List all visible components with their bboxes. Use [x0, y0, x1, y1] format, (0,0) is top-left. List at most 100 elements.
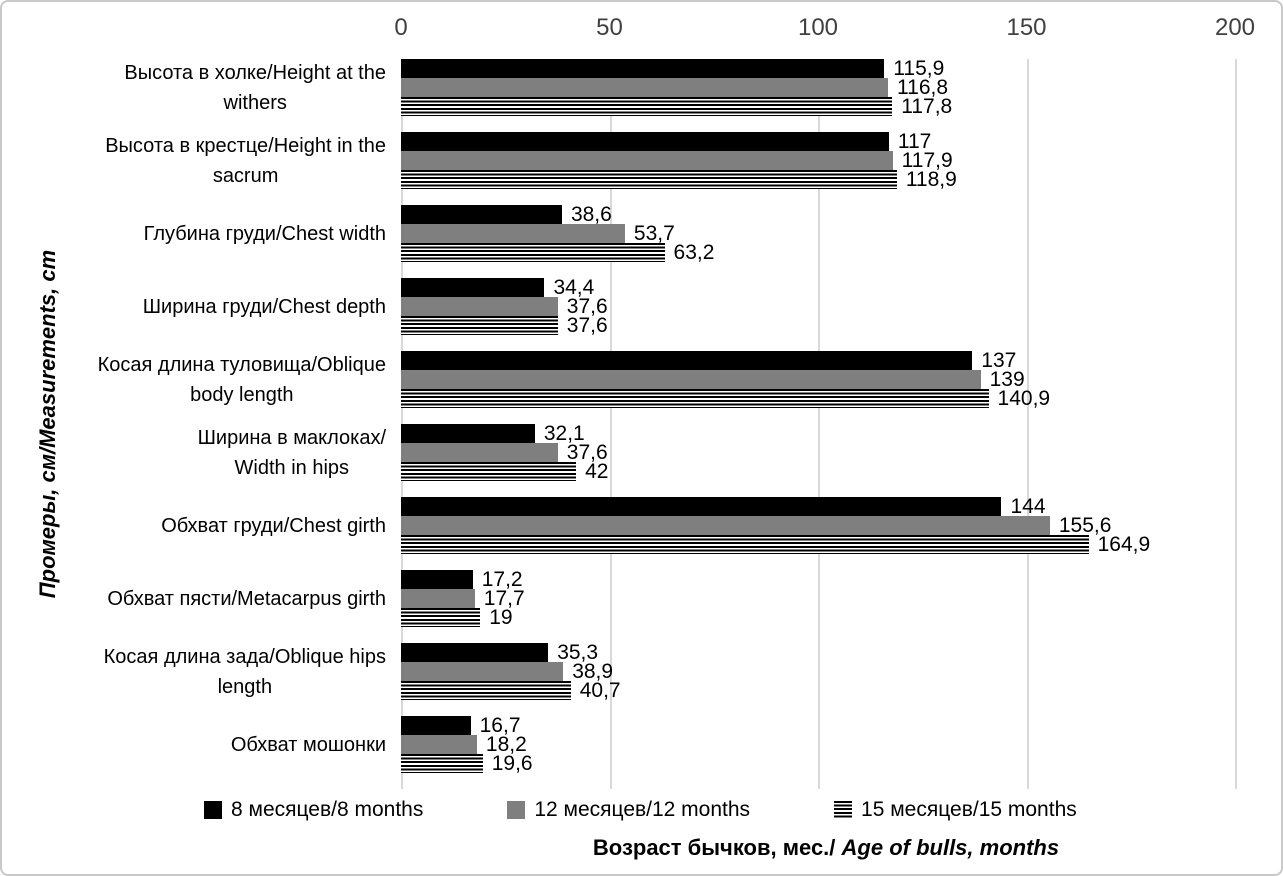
data-label: 117,9 [901, 148, 953, 172]
bar-stripe [401, 608, 481, 627]
bar-gray [401, 516, 1050, 535]
category-label: Высота в холке/Height at the withers [16, 59, 386, 116]
data-label: 144 [1010, 494, 1046, 518]
legend-item: 12 месяцев/12 months [507, 798, 750, 822]
legend-swatch-stripe-icon [834, 801, 853, 819]
category-label-text: Высота в крестце/Height in the sacrum [105, 134, 386, 187]
data-label: 16,7 [479, 713, 521, 737]
data-label: 115,9 [893, 56, 945, 80]
bar-gray [401, 151, 893, 170]
data-label: 17,2 [481, 567, 523, 591]
category-label-text: Ширина груди/Chest depth [142, 295, 386, 318]
data-label: 17,7 [483, 586, 525, 610]
category-label: Высота в крестце/Height in the sacrum [16, 132, 386, 189]
bar-black [401, 497, 1002, 516]
x-tick-label: 200 [1214, 14, 1256, 41]
legend-label: 8 месяцев/8 months [231, 798, 424, 821]
category-label: Ширина в маклоках/ Width in hips [16, 424, 386, 481]
data-label: 37,6 [566, 313, 608, 337]
data-label: 139 [989, 367, 1025, 391]
category-axis-labels: Высота в холке/Height at the withers Высо… [2, 59, 394, 789]
category-label-text: Ширина в маклоках/ Width in hips [197, 426, 386, 479]
bar-stripe [401, 681, 571, 700]
data-label: 63,2 [673, 240, 715, 264]
category-label: Обхват пясти/Metacarpus girth [16, 570, 386, 627]
bar-black [401, 351, 973, 370]
category-label-text: Обхват мошонки [230, 733, 386, 756]
bar-stripe [401, 462, 577, 481]
x-tick-label: 50 [596, 14, 623, 41]
data-label: 34,4 [553, 275, 595, 299]
data-label: 35,3 [557, 640, 599, 664]
bar-black [401, 424, 535, 443]
legend-swatch-black-icon [204, 801, 222, 819]
bar-black [401, 132, 889, 151]
category-label: Обхват груди/Chest girth [16, 497, 386, 554]
bar-gray [401, 224, 625, 243]
legend-label: 12 месяцев/12 months [534, 798, 751, 821]
data-label: 37,6 [566, 440, 608, 464]
x-tick-label: 150 [1006, 14, 1047, 41]
bar-stripe [401, 535, 1089, 554]
bar-gray [401, 297, 558, 316]
data-label: 117,8 [901, 94, 953, 118]
bar-gray [401, 735, 477, 754]
category-label-text: Косая длина зада/Oblique hips length [103, 645, 386, 698]
data-label: 140,9 [997, 386, 1051, 410]
category-label-text: Обхват пясти/Metacarpus girth [107, 587, 386, 610]
data-label: 37,6 [566, 294, 608, 318]
data-label: 42 [585, 459, 609, 483]
bar-stripe [401, 316, 558, 335]
x-tick-label: 0 [394, 14, 408, 41]
x-axis-title-text: Возраст бычков, мес./ [592, 835, 836, 860]
x-tick-label: 100 [797, 14, 839, 41]
category-label: Ширина груди/Chest depth [16, 278, 386, 335]
x-axis-title-italic-text: Age of bulls, months [835, 835, 1060, 860]
bar-black [401, 59, 885, 78]
gridline-150 [1026, 59, 1029, 789]
gridline-100 [818, 59, 820, 789]
bar-black [401, 643, 549, 662]
legend-label: 15 месяцев/15 months [861, 798, 1077, 821]
gridline-50 [609, 59, 612, 789]
bar-stripe [401, 170, 897, 189]
legend-swatch-gray-icon [507, 801, 526, 819]
bar-stripe [401, 389, 989, 408]
data-label: 164,9 [1097, 532, 1151, 556]
bar-black [401, 716, 471, 735]
bar-gray [401, 78, 889, 97]
bar-black [401, 570, 473, 589]
bar-gray [401, 443, 558, 462]
data-label: 32,1 [543, 421, 585, 445]
data-label: 40,7 [579, 678, 621, 702]
category-label: Косая длина зада/Oblique hips length [16, 643, 386, 700]
bar-stripe [401, 243, 665, 262]
bar-gray [401, 370, 981, 389]
data-label: 137 [981, 348, 1017, 372]
data-label: 18,2 [485, 732, 527, 756]
data-label: 118,9 [905, 167, 957, 191]
data-label: 116,8 [897, 75, 949, 99]
data-label: 38,9 [572, 659, 614, 683]
bar-stripe [401, 754, 483, 773]
plot-area: 115,9 116,8 117,8 117 117,9 118,9 38,6 53,7 63,2… [401, 56, 1251, 789]
category-label-text: Обхват груди/Chest girth [161, 514, 386, 537]
category-label-text: Косая длина туловища/Oblique body length [97, 353, 386, 406]
legend: 8 месяцев/8 months 12 месяцев/12 months 15… [204, 792, 1077, 828]
data-label: 19 [489, 605, 513, 629]
bar-black [401, 278, 545, 297]
data-label: 19,6 [491, 751, 533, 775]
category-label: Косая длина туловища/Oblique body length [16, 351, 386, 408]
bar-stripe [401, 97, 893, 116]
legend-item: 15 месяцев/15 months [834, 798, 1077, 822]
legend-item: 8 месяцев/8 months [204, 798, 423, 822]
bar-black [401, 205, 562, 224]
gridline-200 [1235, 59, 1237, 789]
data-label: 155,6 [1058, 513, 1112, 537]
category-label-text: Глубина груди/Chest width [143, 222, 386, 245]
x-axis-title: Возраст бычков, мес./ Age of bulls, mont… [401, 835, 1251, 861]
category-label: Глубина груди/Chest width [16, 205, 386, 262]
data-label: 53,7 [633, 221, 675, 245]
category-label-text: Высота в холке/Height at the withers [124, 61, 386, 114]
